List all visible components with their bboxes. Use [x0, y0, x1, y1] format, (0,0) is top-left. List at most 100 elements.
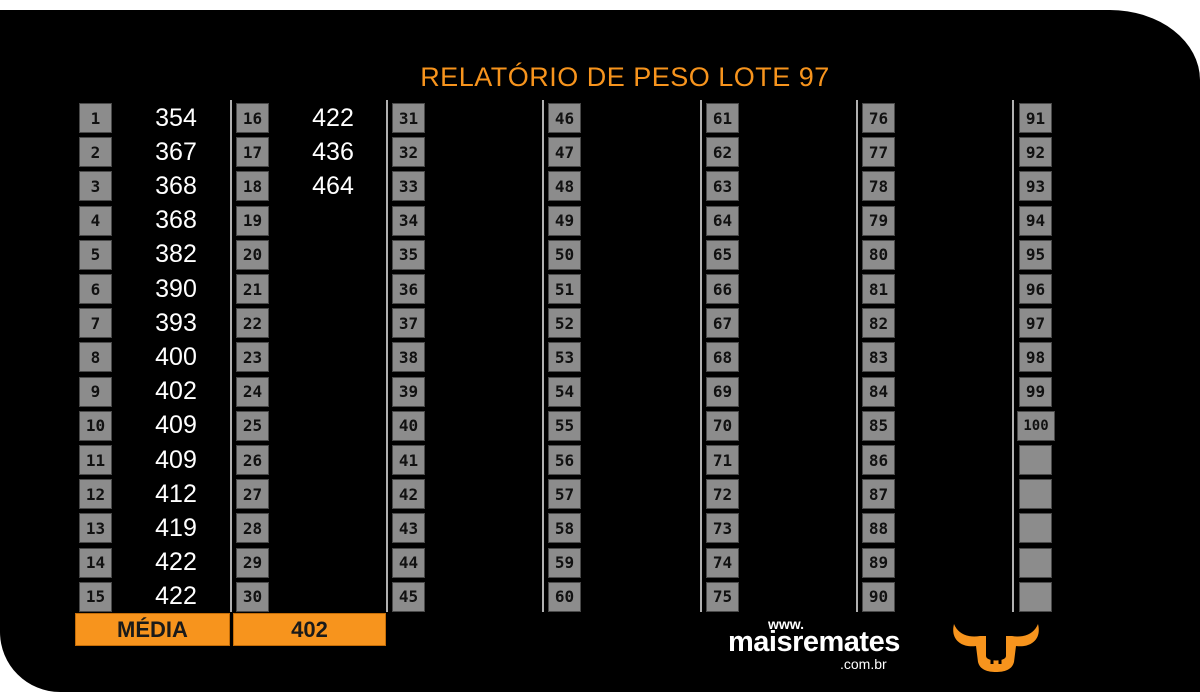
index-cell: 79: [862, 205, 895, 236]
index-cell: 63: [706, 171, 739, 202]
index-cell: 70: [706, 410, 739, 441]
index-cell: 76: [862, 103, 895, 133]
index-cell: 54: [548, 376, 581, 407]
index-cell: 89: [862, 547, 895, 578]
index-cell: 50: [548, 239, 581, 270]
index-cell: 13: [79, 513, 112, 544]
brand-name: maisremates: [728, 626, 900, 658]
empty-cell: [1019, 513, 1052, 544]
column-divider: [386, 100, 388, 612]
index-cell: 2: [79, 137, 112, 168]
weight-value: 419: [155, 513, 197, 542]
index-cell: 32: [392, 137, 425, 168]
brand-tld: .com.br: [840, 656, 887, 672]
index-cell: 80: [862, 239, 895, 270]
index-cell: 40: [392, 410, 425, 441]
brand-logo-text: www. maisremates .com.br: [728, 616, 908, 676]
index-cell: 96: [1019, 274, 1052, 304]
index-cell: 5: [79, 239, 112, 270]
index-cell: 77: [862, 137, 895, 168]
empty-cell: [1019, 547, 1052, 578]
index-cell: 100: [1017, 410, 1055, 441]
index-cell: 48: [548, 171, 581, 202]
report-board: [0, 10, 1200, 692]
index-cell: 29: [236, 547, 269, 578]
average-value: 402: [233, 613, 386, 646]
index-cell: 98: [1019, 342, 1052, 373]
index-cell: 10: [79, 410, 112, 441]
index-cell: 37: [392, 308, 425, 339]
index-cell: 68: [706, 342, 739, 373]
index-cell: 28: [236, 513, 269, 544]
weight-value: 412: [155, 479, 197, 508]
index-cell: 72: [706, 479, 739, 510]
index-cell: 69: [706, 376, 739, 407]
index-cell: 34: [392, 205, 425, 236]
brand-www: www.: [768, 616, 805, 632]
weight-value: 409: [155, 411, 197, 440]
column-divider: [230, 100, 232, 612]
index-cell: 39: [392, 376, 425, 407]
index-cell: 31: [392, 103, 425, 133]
index-cell: 17: [236, 137, 269, 168]
index-cell: 1: [79, 103, 112, 133]
weight-value: 390: [155, 274, 197, 303]
column-divider: [856, 100, 858, 612]
weight-value: 422: [155, 582, 197, 611]
index-cell: 15: [79, 581, 112, 612]
weight-value: 382: [155, 240, 197, 269]
weight-value: 368: [155, 171, 197, 200]
index-cell: 85: [862, 410, 895, 441]
column-divider: [700, 100, 702, 612]
index-cell: 92: [1019, 137, 1052, 168]
index-cell: 65: [706, 239, 739, 270]
index-cell: 97: [1019, 308, 1052, 339]
index-cell: 22: [236, 308, 269, 339]
empty-cell: [1019, 479, 1052, 510]
empty-cell: [1019, 445, 1052, 475]
index-cell: 30: [236, 581, 269, 612]
index-cell: 59: [548, 547, 581, 578]
index-cell: 53: [548, 342, 581, 373]
index-cell: 94: [1019, 205, 1052, 236]
weight-value: 402: [155, 377, 197, 406]
weight-value: 393: [155, 308, 197, 337]
index-cell: 58: [548, 513, 581, 544]
index-cell: 43: [392, 513, 425, 544]
empty-cell: [1019, 581, 1052, 612]
index-cell: 49: [548, 205, 581, 236]
index-cell: 6: [79, 274, 112, 304]
index-cell: 24: [236, 376, 269, 407]
index-cell: 75: [706, 581, 739, 612]
index-cell: 12: [79, 479, 112, 510]
index-cell: 7: [79, 308, 112, 339]
index-cell: 61: [706, 103, 739, 133]
index-cell: 86: [862, 445, 895, 475]
index-cell: 41: [392, 445, 425, 475]
weight-value: 409: [155, 445, 197, 474]
index-cell: 60: [548, 581, 581, 612]
weight-value: 422: [312, 103, 354, 132]
index-cell: 26: [236, 445, 269, 475]
index-cell: 23: [236, 342, 269, 373]
index-cell: 64: [706, 205, 739, 236]
index-cell: 93: [1019, 171, 1052, 202]
index-cell: 55: [548, 410, 581, 441]
index-cell: 4: [79, 205, 112, 236]
index-cell: 87: [862, 479, 895, 510]
index-cell: 66: [706, 274, 739, 304]
index-cell: 14: [79, 547, 112, 578]
index-cell: 9: [79, 376, 112, 407]
index-cell: 62: [706, 137, 739, 168]
index-cell: 81: [862, 274, 895, 304]
index-cell: 91: [1019, 103, 1052, 133]
bull-head-icon: [953, 624, 1039, 672]
index-cell: 67: [706, 308, 739, 339]
index-cell: 45: [392, 581, 425, 612]
index-cell: 35: [392, 239, 425, 270]
index-cell: 56: [548, 445, 581, 475]
index-cell: 44: [392, 547, 425, 578]
index-cell: 82: [862, 308, 895, 339]
report-title: RELATÓRIO DE PESO LOTE 97: [420, 62, 830, 92]
index-cell: 52: [548, 308, 581, 339]
